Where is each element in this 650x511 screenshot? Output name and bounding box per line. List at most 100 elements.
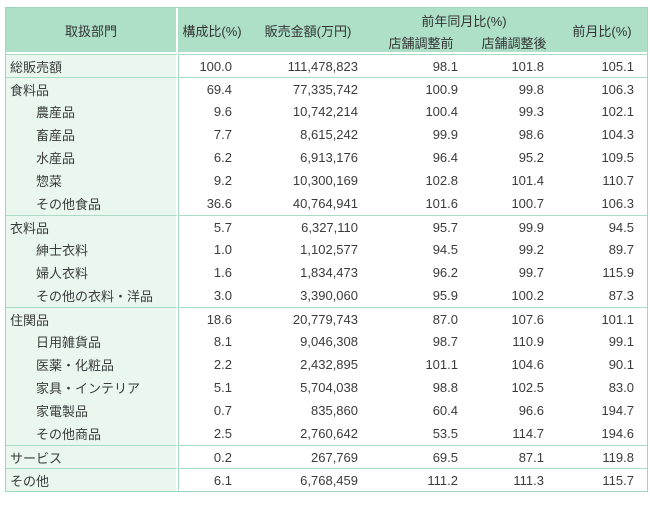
- composition-cell: 5.1: [178, 376, 245, 399]
- table-row: 食料品 69.4 77,335,742 100.9 99.8 106.3: [6, 77, 647, 100]
- table-row: その他 6.1 6,768,459 111.2 111.3 115.7: [6, 468, 647, 491]
- table-row: 家具・インテリア 5.1 5,704,038 98.8 102.5 83.0: [6, 376, 647, 399]
- sales-cell: 6,327,110: [245, 215, 371, 238]
- department-cell: その他商品: [6, 422, 178, 445]
- yoy-before-cell: 96.4: [371, 146, 471, 169]
- composition-cell: 1.0: [178, 238, 245, 261]
- table-row: 住関品 18.6 20,779,743 87.0 107.6 101.1: [6, 307, 647, 330]
- sales-cell: 5,704,038: [245, 376, 371, 399]
- sales-cell: 20,779,743: [245, 307, 371, 330]
- yoy-after-cell: 98.6: [471, 123, 557, 146]
- yoy-after-cell: 99.8: [471, 77, 557, 100]
- yoy-before-cell: 53.5: [371, 422, 471, 445]
- mom-cell: 115.9: [557, 261, 647, 284]
- table-row: 家電製品 0.7 835,860 60.4 96.6 194.7: [6, 399, 647, 422]
- yoy-before-cell: 60.4: [371, 399, 471, 422]
- yoy-before-cell: 101.1: [371, 353, 471, 376]
- department-cell: 惣菜: [6, 169, 178, 192]
- table-row: その他商品 2.5 2,760,642 53.5 114.7 194.6: [6, 422, 647, 445]
- department-cell: 紳士衣料: [6, 238, 178, 261]
- header-sales: 販売金額(万円): [245, 8, 371, 54]
- sales-cell: 10,300,169: [245, 169, 371, 192]
- yoy-before-cell: 100.4: [371, 100, 471, 123]
- header-department: 取扱部門: [6, 8, 178, 54]
- sales-cell: 77,335,742: [245, 77, 371, 100]
- yoy-after-cell: 110.9: [471, 330, 557, 353]
- mom-cell: 110.7: [557, 169, 647, 192]
- yoy-after-cell: 96.6: [471, 399, 557, 422]
- yoy-before-cell: 96.2: [371, 261, 471, 284]
- sales-cell: 2,432,895: [245, 353, 371, 376]
- department-cell: 婦人衣料: [6, 261, 178, 284]
- composition-cell: 3.0: [178, 284, 245, 307]
- department-cell: 食料品: [6, 77, 178, 100]
- table-row: 総販売額 100.0 111,478,823 98.1 101.8 105.1: [6, 54, 647, 77]
- yoy-after-cell: 114.7: [471, 422, 557, 445]
- sales-cell: 6,913,176: [245, 146, 371, 169]
- table-body: 総販売額 100.0 111,478,823 98.1 101.8 105.1 食料品 69.…: [6, 54, 647, 491]
- mom-cell: 90.1: [557, 353, 647, 376]
- yoy-before-cell: 69.5: [371, 445, 471, 468]
- sales-cell: 10,742,214: [245, 100, 371, 123]
- yoy-after-cell: 95.2: [471, 146, 557, 169]
- yoy-after-cell: 99.3: [471, 100, 557, 123]
- yoy-after-cell: 100.2: [471, 284, 557, 307]
- yoy-after-cell: 101.8: [471, 54, 557, 77]
- yoy-after-cell: 102.5: [471, 376, 557, 399]
- header-mom: 前月比(%): [557, 8, 647, 54]
- sales-statistics-table: 取扱部門 構成比(%) 販売金額(万円) 前年同月比(%) 前月比(%) 店舗調…: [5, 7, 648, 492]
- sales-cell: 9,046,308: [245, 330, 371, 353]
- composition-cell: 9.2: [178, 169, 245, 192]
- table-header: 取扱部門 構成比(%) 販売金額(万円) 前年同月比(%) 前月比(%) 店舗調…: [6, 8, 647, 54]
- yoy-after-cell: 101.4: [471, 169, 557, 192]
- yoy-after-cell: 99.2: [471, 238, 557, 261]
- composition-cell: 6.1: [178, 468, 245, 491]
- yoy-before-cell: 98.7: [371, 330, 471, 353]
- composition-cell: 2.5: [178, 422, 245, 445]
- sales-cell: 835,860: [245, 399, 371, 422]
- sales-cell: 8,615,242: [245, 123, 371, 146]
- composition-cell: 36.6: [178, 192, 245, 215]
- table-row: その他食品 36.6 40,764,941 101.6 100.7 106.3: [6, 192, 647, 215]
- department-cell: 畜産品: [6, 123, 178, 146]
- header-yoy-after: 店舗調整後: [471, 33, 557, 54]
- header-yoy-group: 前年同月比(%): [371, 8, 557, 33]
- composition-cell: 69.4: [178, 77, 245, 100]
- yoy-before-cell: 99.9: [371, 123, 471, 146]
- sales-cell: 1,834,473: [245, 261, 371, 284]
- yoy-after-cell: 87.1: [471, 445, 557, 468]
- yoy-after-cell: 99.9: [471, 215, 557, 238]
- yoy-after-cell: 100.7: [471, 192, 557, 215]
- table-row: サービス 0.2 267,769 69.5 87.1 119.8: [6, 445, 647, 468]
- yoy-before-cell: 98.8: [371, 376, 471, 399]
- composition-cell: 6.2: [178, 146, 245, 169]
- composition-cell: 8.1: [178, 330, 245, 353]
- page: 取扱部門 構成比(%) 販売金額(万円) 前年同月比(%) 前月比(%) 店舗調…: [5, 7, 648, 492]
- table-row: 婦人衣料 1.6 1,834,473 96.2 99.7 115.9: [6, 261, 647, 284]
- department-cell: 日用雑貨品: [6, 330, 178, 353]
- yoy-before-cell: 100.9: [371, 77, 471, 100]
- yoy-before-cell: 101.6: [371, 192, 471, 215]
- header-composition: 構成比(%): [178, 8, 245, 54]
- table-row: 紳士衣料 1.0 1,102,577 94.5 99.2 89.7: [6, 238, 647, 261]
- mom-cell: 105.1: [557, 54, 647, 77]
- department-cell: 衣料品: [6, 215, 178, 238]
- composition-cell: 0.7: [178, 399, 245, 422]
- table-row: 惣菜 9.2 10,300,169 102.8 101.4 110.7: [6, 169, 647, 192]
- mom-cell: 89.7: [557, 238, 647, 261]
- table-row: 農産品 9.6 10,742,214 100.4 99.3 102.1: [6, 100, 647, 123]
- yoy-after-cell: 107.6: [471, 307, 557, 330]
- sales-cell: 1,102,577: [245, 238, 371, 261]
- department-cell: その他: [6, 468, 178, 491]
- composition-cell: 2.2: [178, 353, 245, 376]
- table-row: 水産品 6.2 6,913,176 96.4 95.2 109.5: [6, 146, 647, 169]
- department-cell: 住関品: [6, 307, 178, 330]
- sales-cell: 267,769: [245, 445, 371, 468]
- mom-cell: 104.3: [557, 123, 647, 146]
- department-cell: その他食品: [6, 192, 178, 215]
- yoy-before-cell: 94.5: [371, 238, 471, 261]
- yoy-after-cell: 111.3: [471, 468, 557, 491]
- composition-cell: 7.7: [178, 123, 245, 146]
- mom-cell: 94.5: [557, 215, 647, 238]
- mom-cell: 87.3: [557, 284, 647, 307]
